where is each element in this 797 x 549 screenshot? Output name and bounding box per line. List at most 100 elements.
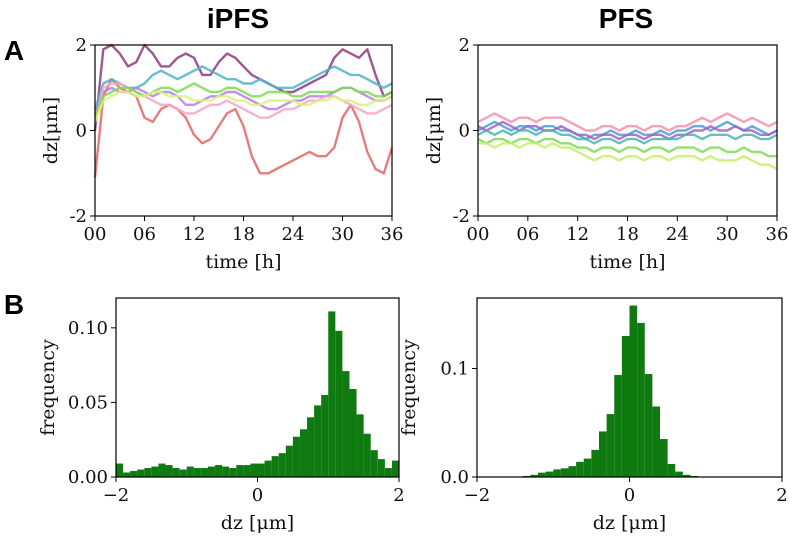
x-tick-label: 30 [716,224,739,245]
histogram-bar [644,373,653,477]
histogram-bar [384,468,392,477]
histogram-bar [186,466,194,477]
chart-b-ipfs: −2 0 2 0.00 0.05 0.10 dz [μm] frequency [37,297,405,534]
x-tick-label: 18 [616,224,639,245]
histogram-bar [606,414,615,477]
series-line-cyan [93,65,393,110]
series-line-teal [477,129,778,145]
histogram-bar [356,414,364,477]
histogram-bar [682,474,691,477]
histogram-bar [137,469,145,477]
series-line-lime [478,142,778,171]
histogram-bar [257,463,265,477]
histogram-bar [583,458,592,477]
histogram-bar [637,322,645,477]
series-line-purple [477,120,778,141]
y-tick-label: 2 [76,35,87,56]
histogram-bar [370,450,378,477]
histogram-bar [545,471,554,477]
y-axis-label: dz[μm] [40,97,62,164]
histogram-bar [560,468,569,477]
x-tick-label: 0 [252,485,263,506]
histogram-bar [236,465,244,477]
x-tick-label: 36 [381,224,404,245]
y-tick-label: 0.1 [440,359,469,380]
column-title-ipfs: iPFS [207,3,269,34]
histogram-bar [377,459,385,477]
histogram-bar [314,405,322,477]
histogram-bar [222,466,230,477]
y-tick-label: 0.05 [68,392,108,413]
x-axis-label: time [h] [589,251,665,273]
x-tick-label: 00 [467,224,490,245]
x-tick-label: 12 [566,224,589,245]
histogram-bar [363,433,371,477]
histogram-bar [278,453,286,477]
x-tick-label: 24 [666,224,689,245]
histogram-bar [200,468,208,477]
series-line-pink [477,112,778,132]
histogram-bar [335,330,343,477]
y-axis-label: frequency [398,339,420,436]
histogram-bar [530,474,539,477]
histogram-bar [599,431,607,477]
chart-b-pfs: −2 0 2 0.0 0.1 dz [μm] frequency [398,297,788,534]
x-tick-label: −2 [464,485,491,506]
histogram-bar [538,472,546,477]
panel-letter-b: B [4,289,24,320]
histogram-bar [652,406,661,477]
chart-a-pfs: 00 06 12 18 24 30 36 -2 0 2 time [h] dz[μm] [423,35,788,273]
x-tick-label: 2 [393,485,404,506]
x-tick-label: 0 [624,485,635,506]
histogram-bar [349,388,357,477]
histogram-bar [151,466,159,477]
y-tick-label: 0.0 [440,467,469,488]
histogram-bar [299,429,308,477]
histogram-bar [667,463,676,477]
histogram-bar [591,449,600,477]
y-tick-label: 2 [459,35,470,56]
histogram-bar [675,471,683,477]
x-tick-label: 36 [766,224,789,245]
histogram-bar [116,463,124,477]
x-axis-label: dz [μm] [221,512,294,534]
x-axis-label: time [h] [205,251,281,273]
histogram-bar [165,465,173,477]
x-axis-label: dz [μm] [593,512,666,534]
histogram-bar [215,465,223,477]
histogram-bar [629,305,638,477]
x-tick-label: 30 [331,224,354,245]
histogram-bar [285,445,293,477]
y-tick-label: 0 [459,121,470,142]
series-line-lime [93,90,393,123]
chart-a-ipfs: 00 06 12 18 24 30 36 -2 0 2 time [h] dz[μm] [40,35,403,273]
histogram-bar [660,439,668,477]
histogram-bar [207,466,216,477]
histogram-bar [576,461,584,477]
histogram-bar [264,460,272,477]
series-line-green [477,137,777,158]
histogram-bar [621,335,630,477]
x-tick-label: 06 [133,224,156,245]
column-title-pfs: PFS [599,3,653,34]
y-tick-label: 0.00 [68,467,108,488]
y-axis-label: dz[μm] [423,97,445,164]
histogram-bar [342,371,350,477]
y-axis-label: frequency [37,339,59,436]
histogram-bar [172,468,180,477]
x-tick-label: −2 [103,485,130,506]
histogram-bar [229,468,237,477]
histogram-bar [193,468,201,477]
panel-letter-a: A [4,35,24,66]
histogram-bar [391,460,399,477]
x-tick-label: 12 [183,224,206,245]
histogram-bar [130,471,138,477]
y-tick-label: -2 [452,206,470,227]
histogram-bar [614,375,622,477]
histogram-bar [144,468,152,477]
histogram-bar [158,463,166,477]
histogram-bar [568,466,577,477]
histogram-bar [292,436,300,477]
y-tick-label: 0.10 [68,318,108,339]
